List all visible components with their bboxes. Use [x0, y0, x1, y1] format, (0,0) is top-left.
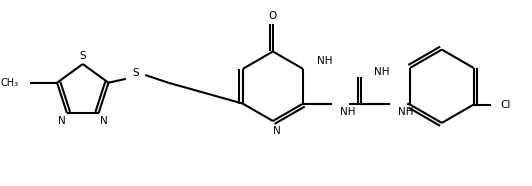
Text: N: N	[99, 116, 107, 126]
Text: CH₃: CH₃	[1, 78, 19, 88]
Text: S: S	[79, 51, 86, 61]
Text: NH: NH	[339, 107, 355, 117]
Text: Cl: Cl	[501, 100, 511, 110]
Text: N: N	[273, 126, 281, 136]
Text: NH: NH	[375, 67, 390, 77]
Text: N: N	[58, 116, 66, 126]
Text: NH: NH	[397, 107, 413, 117]
Text: S: S	[132, 68, 139, 78]
Text: NH: NH	[317, 56, 332, 66]
Text: O: O	[269, 11, 277, 21]
